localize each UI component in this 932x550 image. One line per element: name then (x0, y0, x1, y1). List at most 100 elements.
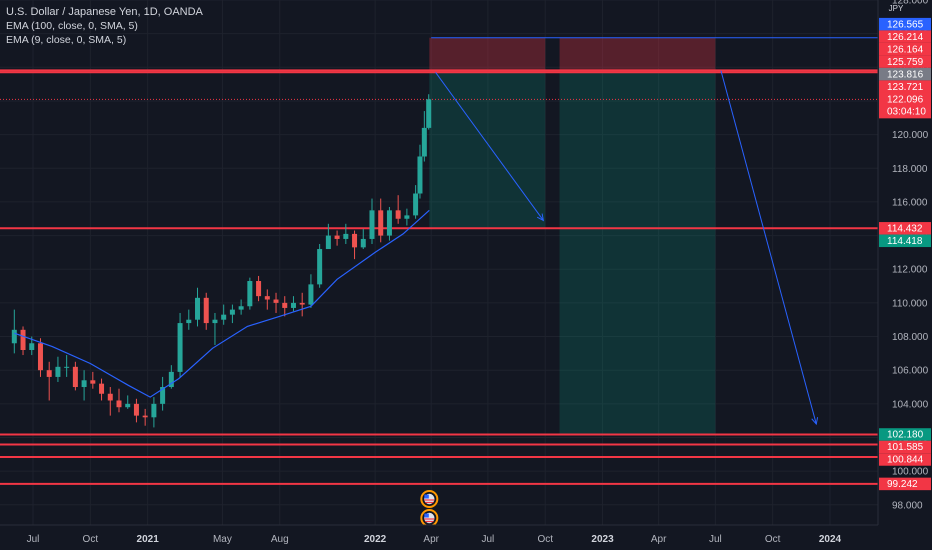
price-label-value: 126.565 (887, 19, 924, 30)
candle-body (229, 309, 235, 315)
candle-body (46, 370, 52, 377)
ema-100-legend[interactable]: EMA (100, close, 0, SMA, 5) (6, 20, 138, 32)
candle-body (247, 281, 253, 307)
candle-body (413, 193, 419, 216)
price-tick-label: 108.000 (892, 332, 929, 343)
candle-body (352, 233, 358, 248)
take-profit-zone (429, 72, 546, 229)
price-label-box (879, 17, 931, 31)
ema-100-line (14, 209, 430, 398)
candle-body (256, 281, 262, 297)
price-label-box (879, 67, 931, 81)
price-label-box (879, 477, 931, 491)
candle-body (37, 343, 43, 371)
time-tick-label: Oct (765, 534, 781, 545)
candle-body (11, 329, 17, 344)
candle-body (421, 127, 427, 157)
price-label-box (879, 440, 931, 454)
candle-body (90, 380, 96, 384)
time-tick-label: Apr (423, 534, 439, 545)
currency-label[interactable]: JPY (888, 4, 904, 13)
candle-body (299, 302, 305, 305)
time-tick-label: 2023 (591, 534, 614, 545)
candle-body (282, 302, 288, 308)
candle-body (20, 329, 26, 350)
candle-body (273, 299, 279, 303)
candle-body (264, 296, 270, 300)
price-label-box (879, 55, 931, 68)
chart-legend: U.S. Dollar / Japanese Yen, 1D, OANDA EM… (6, 5, 203, 47)
candle-body (360, 238, 366, 248)
time-axis[interactable] (0, 525, 932, 550)
candle-body (203, 297, 209, 324)
price-label-value: 123.816 (887, 69, 924, 80)
take-profit-zone (559, 72, 716, 435)
price-label-value: 114.432 (887, 224, 923, 235)
arrow-head (536, 213, 545, 222)
price-label-value: 125.759 (887, 57, 924, 68)
price-tick-label: 116.000 (892, 197, 928, 208)
price-label-value: 126.164 (887, 44, 924, 55)
candle-body (290, 302, 296, 308)
time-tick-label: Jul (709, 534, 722, 545)
arrow-line (435, 72, 544, 221)
arrows[interactable] (435, 70, 819, 426)
time-tick-label: Apr (651, 534, 667, 545)
candlesticks (11, 94, 432, 428)
candle-body (186, 319, 192, 324)
candle-body (426, 99, 432, 128)
price-label-value: 101.585 (887, 442, 924, 453)
candle-body (151, 403, 157, 418)
candle-body (55, 366, 61, 377)
grid (0, 0, 878, 525)
candle-body (81, 380, 87, 388)
candle-body (238, 306, 244, 310)
candle-body (334, 235, 340, 239)
time-tick-label: 2021 (137, 534, 160, 545)
current-price-box (879, 92, 931, 119)
candle-body (72, 366, 78, 388)
price-tick-label: 118.000 (892, 164, 928, 175)
price-label-value: 100.844 (887, 455, 924, 466)
flag-canton (424, 494, 429, 499)
candle-body (212, 319, 218, 324)
candle-body (325, 235, 331, 250)
countdown-timer: 03:04:10 (887, 106, 926, 117)
price-label-value: 102.180 (887, 430, 924, 441)
price-label-box (879, 234, 931, 248)
time-tick-label: Oct (83, 534, 99, 545)
stop-loss-zone (559, 37, 716, 73)
time-tick-label: Aug (271, 534, 289, 545)
price-tick-label: 98.000 (892, 500, 923, 511)
price-tick-label: 120.000 (892, 130, 929, 141)
time-tick-label: Jul (27, 534, 40, 545)
candle-body (142, 415, 148, 418)
price-tick-label: 104.000 (892, 399, 929, 410)
position-boxes[interactable] (429, 37, 716, 435)
price-label-box (879, 453, 931, 466)
arrow-head (811, 417, 819, 426)
price-label-value: 99.242 (887, 479, 918, 490)
price-tick-label: 110.000 (892, 298, 928, 309)
price-label-box (879, 80, 931, 93)
candle-body (168, 371, 174, 388)
ema-line (14, 209, 430, 398)
candle-body (369, 210, 375, 239)
candle-body (221, 314, 227, 320)
price-tick-label: 106.000 (892, 366, 929, 377)
candle-body (195, 297, 201, 320)
candle-body (133, 403, 139, 416)
price-label-box (879, 42, 931, 56)
candle-body (395, 210, 401, 219)
horizontal-lines[interactable] (0, 37, 878, 485)
ema-9-legend[interactable]: EMA (9, close, 0, SMA, 5) (6, 34, 127, 46)
price-label-box (879, 30, 931, 43)
symbol-title[interactable]: U.S. Dollar / Japanese Yen, 1D, OANDA (6, 6, 203, 18)
candle-body (177, 323, 183, 372)
arrow-line (720, 70, 817, 425)
flag-canton (424, 513, 429, 518)
candle-body (417, 156, 423, 194)
candle-body (116, 400, 122, 408)
